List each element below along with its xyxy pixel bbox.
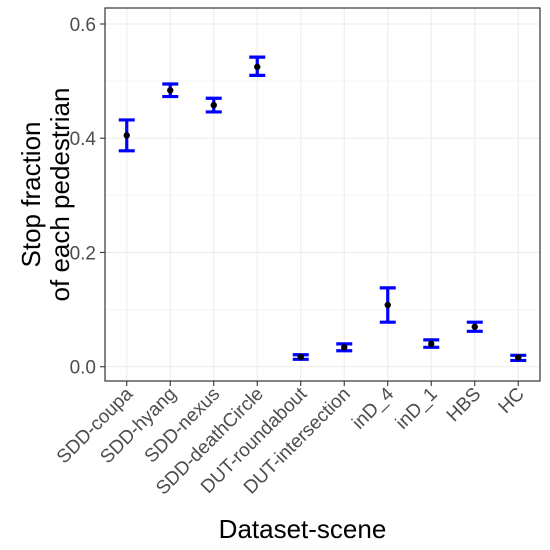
y-axis-title-line: Stop fraction <box>16 122 46 268</box>
data-point <box>384 301 391 309</box>
data-point <box>341 344 348 351</box>
panel-border <box>104 7 541 382</box>
y-axis-title: Stop fractionof each pedestrian <box>16 88 75 302</box>
data-point <box>471 323 478 330</box>
data-point <box>428 340 435 348</box>
errorbars <box>118 55 527 363</box>
y-tick-label: 0.0 <box>70 358 96 379</box>
y-tick-label: 0.2 <box>70 243 96 264</box>
data-point <box>123 132 130 139</box>
grid-minor <box>105 80 540 311</box>
y-axis-title-line: of each pedestrian <box>45 88 75 302</box>
data-point <box>210 101 217 109</box>
x-tick-label: inD_1 <box>392 384 442 434</box>
data-point <box>515 354 522 361</box>
x-tick-label: HC <box>495 384 529 418</box>
y-tick-label: 0.6 <box>70 15 96 36</box>
x-tick-label: inD_4 <box>348 383 398 433</box>
x-axis-ticks: SDD-coupaSDD-hyangSDD-nexusSDD-deathCirc… <box>53 381 529 499</box>
x-axis-title: Dataset-scene <box>219 514 387 544</box>
points <box>123 63 522 361</box>
data-point <box>297 353 304 361</box>
data-point <box>254 63 261 71</box>
y-tick-label: 0.4 <box>70 129 97 150</box>
data-point <box>167 87 174 94</box>
x-tick-label: HBS <box>443 384 485 426</box>
y-axis-ticks: 0.0 0.2 0.4 0.6 <box>70 15 105 379</box>
